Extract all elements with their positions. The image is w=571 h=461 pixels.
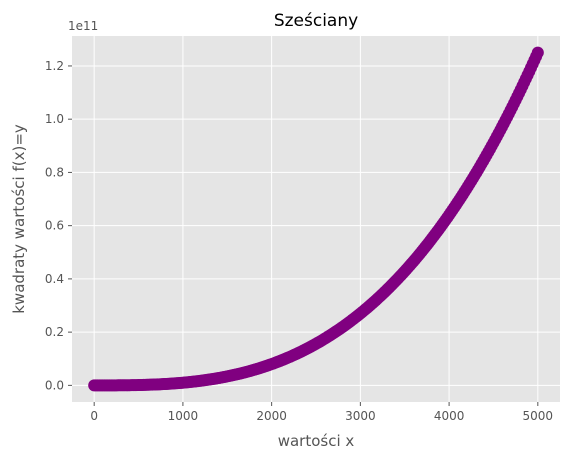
x-tick-label: 0 <box>90 409 98 423</box>
y-tick-label: 0.8 <box>45 165 64 179</box>
x-tick-label: 2000 <box>256 409 287 423</box>
chart-title: Sześciany <box>274 11 358 31</box>
x-axis-label: wartości x <box>278 432 355 450</box>
x-tick-label: 1000 <box>168 409 199 423</box>
y-offset-label: 1e11 <box>68 19 98 33</box>
x-tick-label: 4000 <box>434 409 465 423</box>
scatter-points <box>88 46 544 392</box>
scatter-point <box>531 46 544 59</box>
y-ticks: 0.0 0.2 0.4 0.6 0.8 1.0 1.2 <box>45 59 72 392</box>
y-tick-label: 0.2 <box>45 325 64 339</box>
y-axis-label: kwadraty wartości f(x)=y <box>10 124 28 314</box>
y-tick-label: 0.0 <box>45 378 64 392</box>
y-tick-label: 1.2 <box>45 59 64 73</box>
x-tick-label: 3000 <box>345 409 376 423</box>
x-tick-label: 5000 <box>523 409 554 423</box>
y-tick-label: 0.4 <box>45 272 64 286</box>
y-tick-label: 0.6 <box>45 219 64 233</box>
y-tick-label: 1.0 <box>45 112 64 126</box>
x-ticks: 0 1000 2000 3000 4000 5000 <box>90 402 553 423</box>
